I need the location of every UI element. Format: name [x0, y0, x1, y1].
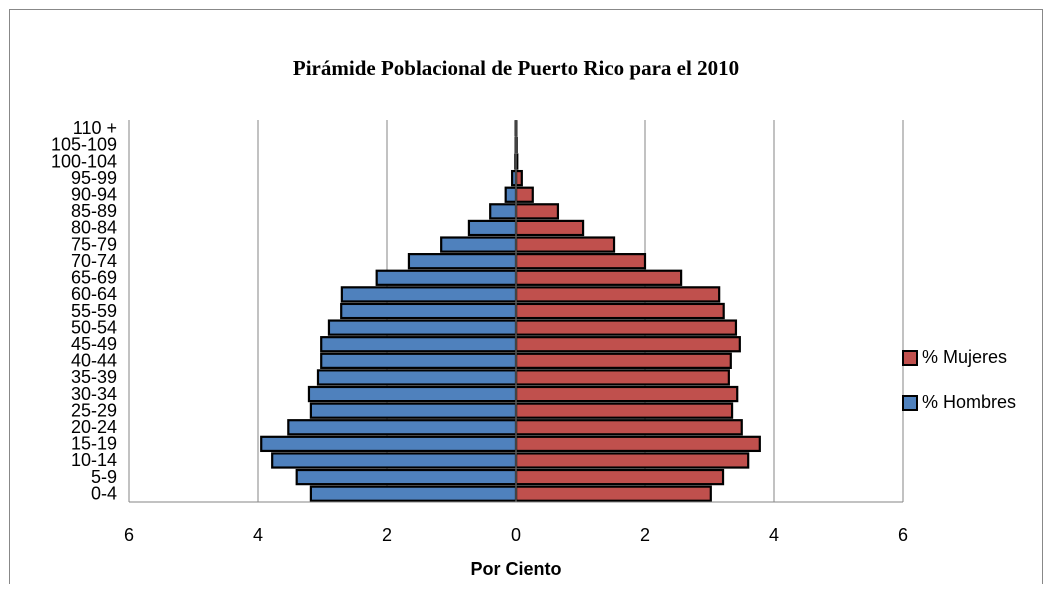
bar	[318, 370, 516, 384]
bar	[490, 204, 516, 218]
bar	[329, 321, 516, 335]
bar	[272, 453, 516, 467]
bar	[516, 354, 731, 368]
x-tick-label: 6	[124, 525, 134, 545]
legend-label: % Mujeres	[922, 347, 1007, 367]
bar	[516, 304, 724, 318]
bar	[516, 321, 736, 335]
bar	[516, 420, 742, 434]
bar	[261, 437, 516, 451]
legend-swatch	[903, 351, 917, 365]
x-tick-label: 6	[898, 525, 908, 545]
x-tick-label: 2	[640, 525, 650, 545]
bar	[516, 387, 737, 401]
x-axis-title: Por Ciento	[470, 559, 561, 579]
bar	[377, 271, 516, 285]
bar	[342, 287, 516, 301]
x-tick-label: 4	[769, 525, 779, 545]
x-tick-label: 2	[382, 525, 392, 545]
x-tick-label: 4	[253, 525, 263, 545]
x-tick-label: 0	[511, 525, 521, 545]
bar	[516, 487, 711, 501]
bar	[297, 470, 516, 484]
bar	[469, 221, 516, 235]
bar	[516, 453, 748, 467]
bar	[321, 337, 516, 351]
bar	[516, 221, 583, 235]
bar	[441, 238, 516, 252]
bar	[321, 354, 516, 368]
bar	[516, 337, 740, 351]
bar	[512, 171, 516, 185]
bar	[516, 271, 681, 285]
legend-swatch	[903, 396, 917, 410]
bar	[506, 188, 516, 202]
bar	[516, 437, 760, 451]
bar	[516, 204, 558, 218]
legend-label: % Hombres	[922, 392, 1016, 412]
bar	[516, 188, 533, 202]
y-tick-label: 110 +	[73, 118, 117, 138]
bar	[288, 420, 516, 434]
bar	[516, 254, 645, 268]
bar	[409, 254, 516, 268]
bar	[516, 238, 614, 252]
bar	[311, 487, 516, 501]
bar	[341, 304, 516, 318]
bar	[516, 404, 732, 418]
bar	[516, 370, 729, 384]
bar	[516, 470, 723, 484]
bar	[309, 387, 516, 401]
bar	[516, 287, 719, 301]
chart-title: Pirámide Poblacional de Puerto Rico para…	[293, 56, 739, 80]
bar	[311, 404, 516, 418]
